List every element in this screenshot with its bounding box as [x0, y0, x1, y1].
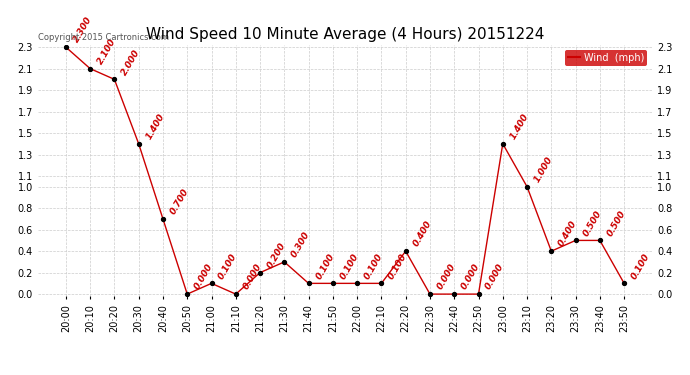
Text: 0.700: 0.700: [168, 187, 190, 216]
Text: 2.300: 2.300: [72, 15, 93, 44]
Point: [424, 291, 435, 297]
Text: 0.500: 0.500: [605, 209, 627, 238]
Text: Copyright 2015 Cartronics.com: Copyright 2015 Cartronics.com: [38, 33, 169, 42]
Text: 1.400: 1.400: [509, 112, 531, 141]
Title: Wind Speed 10 Minute Average (4 Hours) 20151224: Wind Speed 10 Minute Average (4 Hours) 2…: [146, 27, 544, 42]
Text: 1.000: 1.000: [533, 155, 555, 184]
Point: [279, 259, 290, 265]
Point: [60, 44, 71, 50]
Point: [133, 141, 144, 147]
Text: 1.400: 1.400: [144, 112, 166, 141]
Point: [85, 66, 96, 72]
Point: [352, 280, 363, 286]
Text: 0.100: 0.100: [314, 252, 336, 280]
Point: [181, 291, 193, 297]
Text: 2.000: 2.000: [120, 48, 142, 76]
Point: [376, 280, 387, 286]
Point: [594, 237, 605, 243]
Legend: Wind  (mph): Wind (mph): [565, 50, 647, 66]
Text: 0.000: 0.000: [460, 262, 482, 291]
Point: [303, 280, 314, 286]
Text: 0.000: 0.000: [484, 262, 506, 291]
Point: [400, 248, 411, 254]
Point: [327, 280, 338, 286]
Text: 0.100: 0.100: [217, 252, 239, 280]
Point: [522, 184, 533, 190]
Text: 0.500: 0.500: [581, 209, 603, 238]
Text: 0.100: 0.100: [630, 252, 651, 280]
Text: 0.100: 0.100: [387, 252, 409, 280]
Point: [497, 141, 509, 147]
Text: 0.400: 0.400: [557, 219, 579, 248]
Point: [255, 270, 266, 276]
Point: [473, 291, 484, 297]
Text: 0.000: 0.000: [435, 262, 457, 291]
Text: 0.100: 0.100: [338, 252, 360, 280]
Text: 0.000: 0.000: [241, 262, 264, 291]
Text: 0.300: 0.300: [290, 230, 312, 259]
Text: 0.400: 0.400: [411, 219, 433, 248]
Text: 0.200: 0.200: [266, 241, 288, 270]
Text: 0.100: 0.100: [363, 252, 384, 280]
Point: [448, 291, 460, 297]
Point: [157, 216, 168, 222]
Point: [619, 280, 630, 286]
Text: 0.000: 0.000: [193, 262, 215, 291]
Point: [206, 280, 217, 286]
Point: [546, 248, 557, 254]
Text: 2.100: 2.100: [96, 37, 118, 66]
Point: [230, 291, 241, 297]
Point: [570, 237, 581, 243]
Point: [109, 76, 120, 82]
